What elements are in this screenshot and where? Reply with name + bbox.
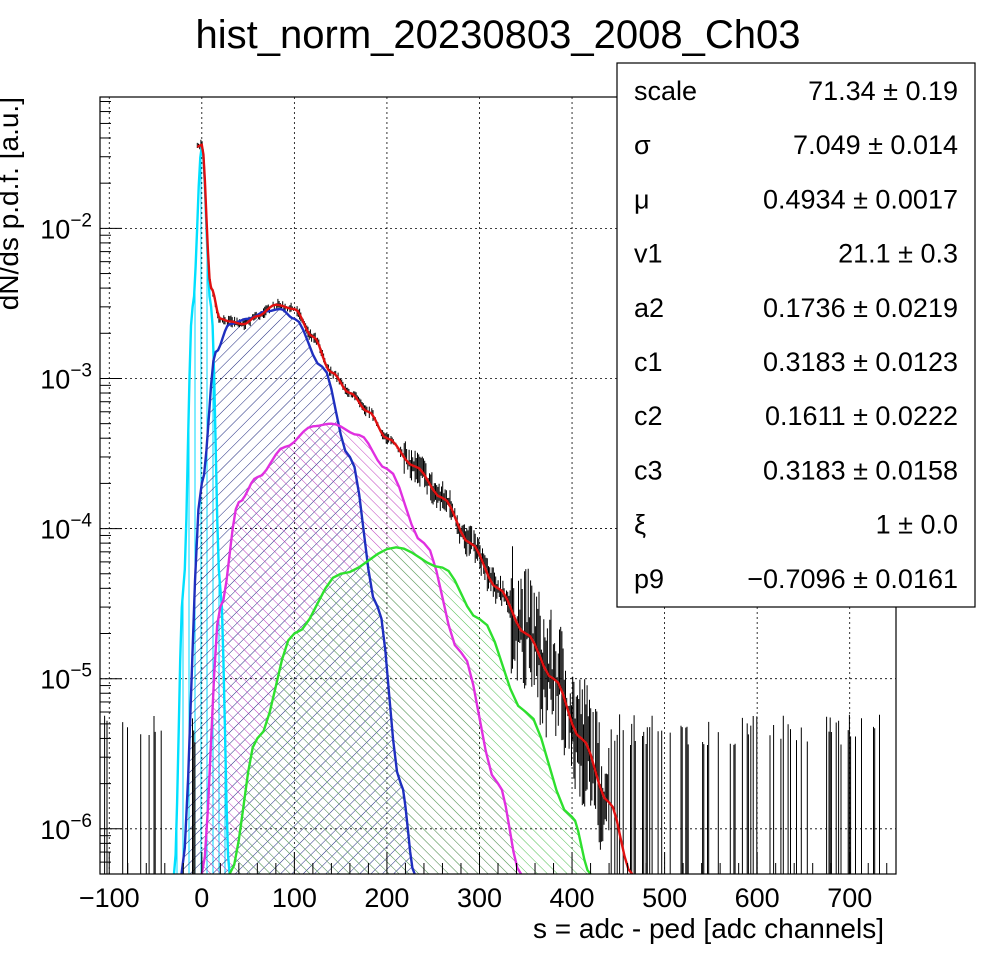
x-tick-label: 300 bbox=[457, 883, 502, 913]
y-tick-exponent: −2 bbox=[70, 210, 92, 231]
x-tick-label: 700 bbox=[827, 883, 872, 913]
x-tick-label: 600 bbox=[735, 883, 780, 913]
y-tick-base: 10 bbox=[40, 665, 70, 695]
y-tick-exponent: −5 bbox=[70, 661, 92, 682]
three-pe-component-fill bbox=[229, 547, 591, 874]
x-tick-label: 400 bbox=[550, 883, 595, 913]
stats-box: scale 71.34 ± 0.19 σ 7.049 ± 0.014 μ 0.4934 ±… bbox=[616, 62, 976, 608]
y-tick-label: 10−3 bbox=[40, 360, 92, 394]
stat-value: 7.049 ± 0.014 bbox=[793, 130, 958, 160]
stat-value: 0.3183 ± 0.0123 bbox=[763, 347, 958, 377]
x-tick-label: 200 bbox=[364, 883, 409, 913]
x-tick-label: 100 bbox=[272, 883, 317, 913]
y-tick-base: 10 bbox=[40, 214, 70, 244]
y-tick-exponent: −6 bbox=[70, 811, 92, 832]
y-tick-exponent: −3 bbox=[70, 360, 92, 381]
x-tick-label: 500 bbox=[642, 883, 687, 913]
y-tick-base: 10 bbox=[40, 815, 70, 845]
component-fills bbox=[174, 146, 591, 874]
stat-value: 0.1611 ± 0.0222 bbox=[765, 401, 958, 431]
x-axis-label: s = adc - ped [adc channels] bbox=[533, 913, 884, 944]
stat-name: scale bbox=[634, 76, 697, 106]
stats-box-frame bbox=[616, 62, 976, 608]
y-tick-labels: 10−610−510−410−310−2 bbox=[40, 210, 92, 844]
y-tick-label: 10−6 bbox=[40, 811, 92, 845]
y-tick-label: 10−2 bbox=[40, 210, 92, 244]
x-tick-labels: −100 0 100 200 300 400 500 600 700 bbox=[79, 883, 872, 913]
total-fit-curve bbox=[197, 143, 634, 874]
y-tick-base: 10 bbox=[40, 364, 70, 394]
stat-name: c1 bbox=[634, 347, 663, 377]
stat-name: σ bbox=[634, 130, 651, 160]
stat-value: 0.1736 ± 0.0219 bbox=[763, 293, 958, 323]
axis-ticks bbox=[100, 100, 888, 875]
y-tick-base: 10 bbox=[40, 515, 70, 545]
stat-value: 71.34 ± 0.19 bbox=[808, 76, 958, 106]
y-tick-label: 10−5 bbox=[40, 661, 92, 695]
stat-value: −0.7096 ± 0.0161 bbox=[747, 564, 958, 594]
three-pe-component-curve bbox=[228, 546, 592, 874]
stat-name: ξ bbox=[634, 510, 646, 540]
stat-value: 0.3183 ± 0.0158 bbox=[763, 455, 958, 485]
x-tick-label: 0 bbox=[194, 883, 209, 913]
y-tick-label: 10−4 bbox=[40, 511, 92, 545]
stats-rows: scale 71.34 ± 0.19 σ 7.049 ± 0.014 μ 0.4934 ±… bbox=[634, 76, 958, 594]
fit-curves bbox=[172, 143, 634, 874]
stat-name: v1 bbox=[634, 239, 663, 269]
x-tick-label: −100 bbox=[79, 883, 140, 913]
stat-name: μ bbox=[634, 184, 650, 214]
y-tick-exponent: −4 bbox=[70, 511, 92, 532]
chart-title: hist_norm_20230803_2008_Ch03 bbox=[196, 13, 801, 57]
stat-value: 0.4934 ± 0.0017 bbox=[763, 184, 958, 214]
stat-name: a2 bbox=[634, 293, 664, 323]
stat-name: c2 bbox=[634, 401, 663, 431]
two-pe-component-curve bbox=[200, 422, 523, 874]
stat-name: p9 bbox=[634, 564, 664, 594]
stat-value: 21.1 ± 0.3 bbox=[838, 239, 958, 269]
y-axis-label: dN/ds p.d.f. [a.u.] bbox=[0, 97, 24, 310]
stat-name: c3 bbox=[634, 455, 663, 485]
stat-value: 1 ± 0.0 bbox=[876, 510, 958, 540]
one-pe-component-curve bbox=[180, 307, 416, 874]
